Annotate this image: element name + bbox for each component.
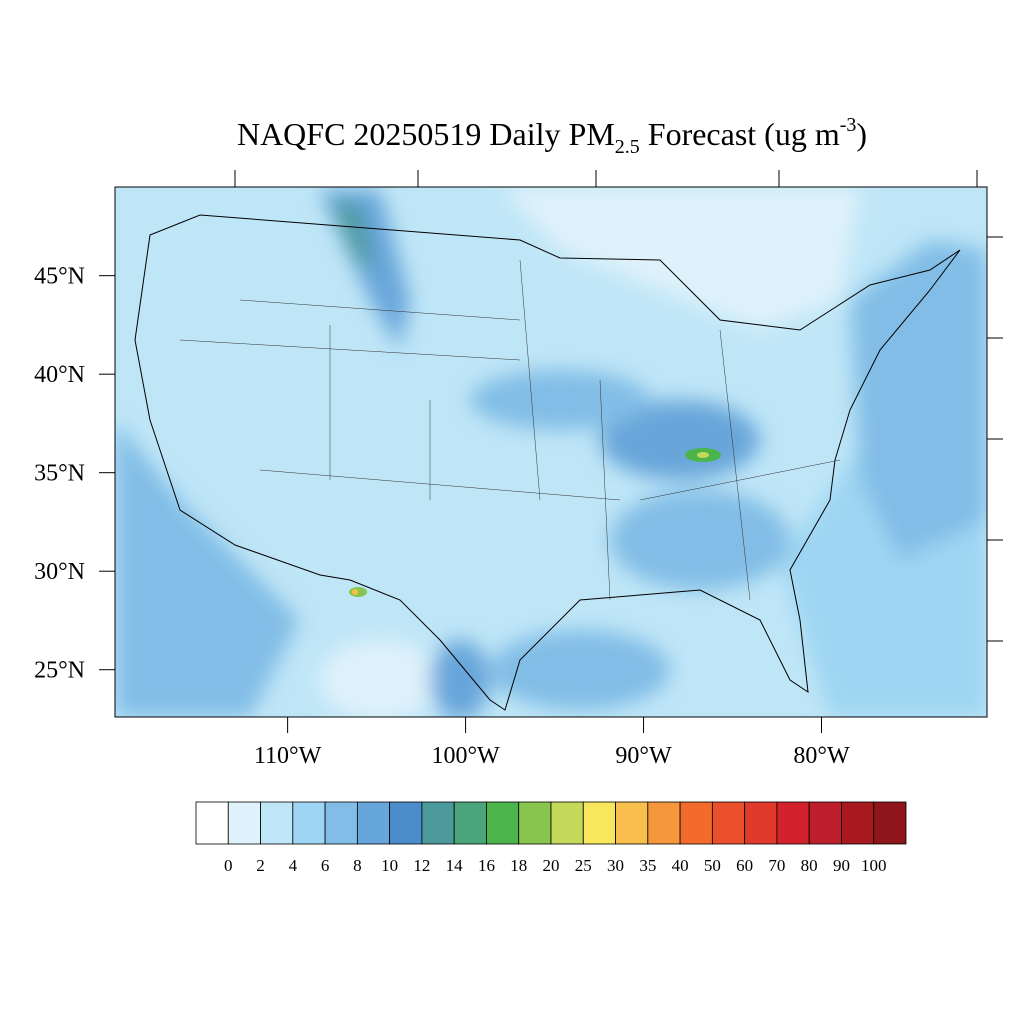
- colorbar-box: [615, 801, 649, 845]
- colorbar-label: 10: [381, 856, 398, 875]
- colorbar-box: [260, 801, 294, 845]
- title-subscript: 2.5: [615, 136, 640, 158]
- colorbar-box: [647, 801, 681, 845]
- title-superscript: -3: [840, 114, 857, 136]
- colorbar-label: 50: [704, 856, 721, 875]
- coastline: [134, 214, 961, 711]
- colorbar-label: 0: [224, 856, 233, 875]
- colorbar-box: [486, 801, 520, 845]
- colorbar-label: 4: [289, 856, 298, 875]
- plume-field: [330, 200, 375, 270]
- colorbar-label: 60: [736, 856, 753, 875]
- smoke-field: [600, 400, 760, 480]
- colorbar-box: [518, 801, 552, 845]
- field-blobs: [115, 187, 987, 717]
- clean-field: [320, 640, 440, 717]
- colorbar-box: [227, 801, 261, 845]
- colorbar-label: 40: [672, 856, 689, 875]
- colorbar-label: 6: [321, 856, 330, 875]
- colorbar-box: [582, 801, 616, 845]
- colorbar-label: 30: [607, 856, 624, 875]
- x-tick-label: 80°W: [793, 743, 850, 769]
- smoke-field: [610, 490, 790, 590]
- colorbar-label: 90: [833, 856, 850, 875]
- canada-field: [500, 187, 860, 330]
- colorbar-label: 16: [478, 856, 495, 875]
- title: NAQFC 20250519 Daily PM2.5 Forecast (ug …: [237, 114, 867, 158]
- colorbar-box: [744, 801, 778, 845]
- title-text: Forecast (ug m: [640, 116, 840, 152]
- x-tick-label: 100°W: [431, 743, 500, 769]
- colorbar-box: [873, 801, 907, 845]
- colorbar-box: [776, 801, 810, 845]
- title-text: NAQFC 20250519 Daily PM: [237, 116, 615, 152]
- colorbar-box: [711, 801, 746, 845]
- colorbar-box: [679, 801, 713, 845]
- colorbar-box: [808, 801, 842, 845]
- map-field: [115, 187, 987, 717]
- colorbar-box: [356, 801, 391, 845]
- x-tick-label: 110°W: [254, 743, 322, 769]
- gulf-field: [490, 630, 670, 710]
- colorbar-label: 100: [861, 856, 887, 875]
- colorbar-label: 25: [575, 856, 592, 875]
- colorbar-label: 20: [543, 856, 560, 875]
- y-tick-label: 25°N: [34, 658, 85, 684]
- colorbar-box: [292, 801, 326, 845]
- colorbar-box: [195, 801, 229, 845]
- smoke-field: [470, 370, 650, 430]
- colorbar-label: 12: [413, 856, 430, 875]
- state-lines: [179, 259, 841, 601]
- colorbar-label: 80: [801, 856, 818, 875]
- colorbar-label: 70: [768, 856, 785, 875]
- atlantic-field: [850, 240, 987, 560]
- colorbar-box: [389, 801, 423, 845]
- colorbar-label: 14: [446, 856, 464, 875]
- colorbar-box: [421, 801, 455, 845]
- colorbar-box: [453, 801, 487, 845]
- y-tick-label: 30°N: [34, 559, 85, 585]
- colorbar-label: 35: [639, 856, 656, 875]
- x-tick-label: 90°W: [615, 743, 672, 769]
- colorbar-box: [550, 801, 584, 845]
- map-frame: [114, 186, 988, 718]
- y-tick-label: 45°N: [34, 264, 85, 290]
- pacific-field: [115, 420, 300, 717]
- colorbar-box: [841, 801, 875, 845]
- title-text: ): [856, 116, 867, 152]
- y-tick-label: 35°N: [34, 461, 85, 487]
- colorbar-label: 8: [353, 856, 362, 875]
- colorbar-label: 18: [510, 856, 527, 875]
- y-tick-label: 40°N: [34, 362, 85, 388]
- hotspot: [697, 452, 709, 458]
- hotspot: [352, 589, 358, 595]
- frame-ticks: [234, 170, 1003, 642]
- colorbar-label: 2: [256, 856, 265, 875]
- smoke-field: [430, 640, 490, 717]
- colorbar-box: [324, 801, 358, 845]
